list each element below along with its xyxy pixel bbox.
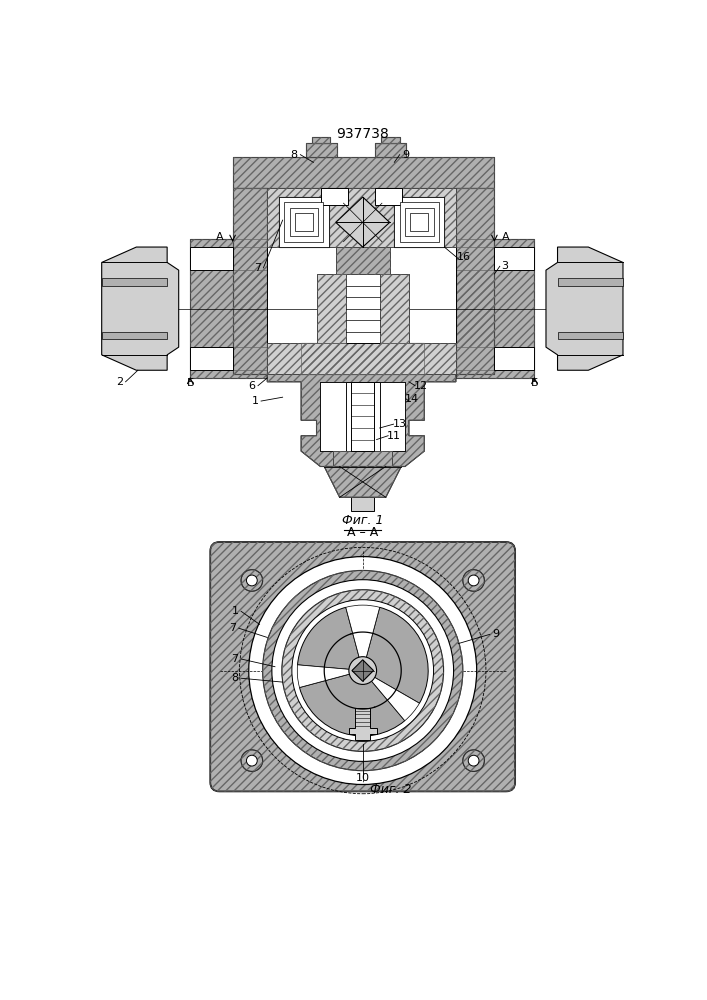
- Polygon shape: [351, 382, 374, 451]
- Text: 6: 6: [248, 381, 255, 391]
- Text: 13: 13: [392, 419, 407, 429]
- Polygon shape: [375, 188, 402, 205]
- Polygon shape: [375, 143, 406, 157]
- Polygon shape: [494, 347, 534, 370]
- Text: 8: 8: [231, 673, 238, 683]
- Polygon shape: [312, 137, 330, 143]
- Wedge shape: [346, 605, 380, 671]
- Polygon shape: [320, 382, 346, 451]
- Polygon shape: [405, 208, 433, 236]
- Polygon shape: [336, 247, 390, 274]
- Polygon shape: [320, 382, 405, 451]
- Text: А: А: [502, 232, 510, 242]
- Polygon shape: [267, 188, 456, 247]
- Polygon shape: [233, 188, 267, 374]
- Circle shape: [468, 575, 479, 586]
- Circle shape: [463, 570, 484, 591]
- Polygon shape: [233, 157, 494, 188]
- Polygon shape: [336, 197, 390, 247]
- Text: Б: Б: [531, 378, 538, 388]
- Polygon shape: [290, 208, 318, 236]
- FancyBboxPatch shape: [210, 542, 515, 791]
- Circle shape: [463, 750, 484, 771]
- Text: 7: 7: [231, 654, 238, 664]
- Text: 9: 9: [492, 629, 499, 639]
- Text: 2: 2: [116, 377, 123, 387]
- Polygon shape: [305, 143, 337, 157]
- Text: 14: 14: [405, 394, 419, 404]
- Text: 12: 12: [414, 381, 428, 391]
- Text: 9: 9: [402, 150, 409, 160]
- Text: 10: 10: [356, 773, 370, 783]
- Circle shape: [282, 590, 443, 751]
- Polygon shape: [558, 278, 623, 286]
- Text: 1: 1: [231, 606, 238, 616]
- Polygon shape: [301, 343, 424, 374]
- Text: Б: Б: [187, 378, 194, 388]
- Polygon shape: [494, 247, 534, 270]
- Polygon shape: [456, 239, 534, 378]
- Circle shape: [249, 557, 477, 785]
- Polygon shape: [317, 274, 346, 343]
- Polygon shape: [267, 247, 456, 374]
- Polygon shape: [456, 188, 494, 374]
- Text: Фиг. 2: Фиг. 2: [370, 783, 411, 796]
- Polygon shape: [349, 708, 377, 740]
- Polygon shape: [352, 660, 373, 681]
- Circle shape: [272, 580, 454, 761]
- Polygon shape: [284, 202, 324, 242]
- Polygon shape: [267, 374, 456, 466]
- Polygon shape: [558, 332, 623, 339]
- Polygon shape: [279, 197, 329, 247]
- Polygon shape: [102, 278, 167, 286]
- Wedge shape: [300, 671, 405, 736]
- Circle shape: [241, 570, 262, 591]
- Polygon shape: [346, 274, 380, 343]
- Circle shape: [292, 600, 433, 741]
- Circle shape: [468, 755, 479, 766]
- Text: 8: 8: [291, 150, 298, 160]
- Polygon shape: [102, 332, 167, 339]
- Polygon shape: [395, 197, 444, 247]
- Polygon shape: [267, 343, 456, 374]
- Polygon shape: [190, 247, 233, 270]
- Polygon shape: [351, 497, 374, 511]
- Circle shape: [241, 750, 262, 771]
- Polygon shape: [295, 213, 312, 231]
- Polygon shape: [190, 347, 233, 370]
- Text: 1: 1: [252, 396, 259, 406]
- Wedge shape: [297, 665, 363, 687]
- Wedge shape: [363, 671, 419, 721]
- Text: 937738: 937738: [337, 127, 389, 141]
- Polygon shape: [546, 247, 623, 370]
- Text: Фиг. 1: Фиг. 1: [342, 514, 383, 527]
- Polygon shape: [325, 466, 402, 497]
- Circle shape: [262, 570, 463, 771]
- Polygon shape: [395, 197, 444, 247]
- Polygon shape: [346, 382, 380, 451]
- Text: 16: 16: [457, 252, 471, 262]
- Wedge shape: [363, 607, 428, 703]
- Text: 7: 7: [229, 623, 236, 633]
- Polygon shape: [380, 274, 409, 343]
- Polygon shape: [279, 197, 329, 247]
- Polygon shape: [399, 202, 439, 242]
- Polygon shape: [334, 451, 392, 466]
- Polygon shape: [381, 137, 399, 143]
- Wedge shape: [298, 607, 363, 671]
- Text: А – А: А – А: [347, 526, 378, 539]
- Text: 11: 11: [387, 431, 402, 441]
- Polygon shape: [190, 239, 267, 378]
- Text: А: А: [216, 232, 223, 242]
- Circle shape: [349, 657, 377, 684]
- Circle shape: [247, 755, 257, 766]
- Text: 3: 3: [501, 261, 508, 271]
- Text: 7: 7: [255, 263, 262, 273]
- Polygon shape: [321, 188, 348, 205]
- Circle shape: [247, 575, 257, 586]
- Polygon shape: [102, 247, 179, 370]
- Polygon shape: [411, 213, 428, 231]
- Polygon shape: [380, 382, 405, 451]
